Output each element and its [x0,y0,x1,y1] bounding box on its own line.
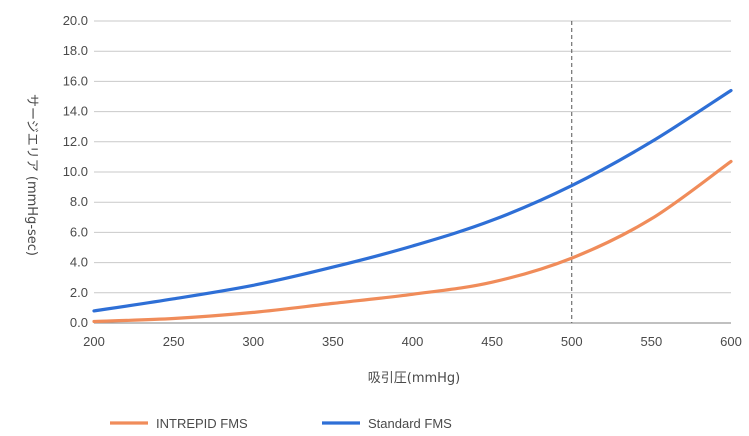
series-lines [92,88,733,324]
y-tick-label: 16.0 [63,73,88,88]
y-tick-label: 18.0 [63,43,88,58]
x-tick-label: 250 [163,334,185,349]
x-tick-label: 300 [242,334,264,349]
y-tick-label: 6.0 [70,224,88,239]
legend-label-0: INTREPID FMS [156,416,248,431]
y-tick-label: 20.0 [63,13,88,28]
y-tick-label: 10.0 [63,164,88,179]
x-axis-label: 吸引圧(mmHg) [368,371,461,386]
grid-lines [94,20,731,324]
y-tick-label: 0.0 [70,315,88,330]
x-tick-label: 600 [720,334,742,349]
x-tick-label: 550 [641,334,663,349]
y-tick-label: 2.0 [70,285,88,300]
series-line-1 [92,88,733,313]
series-line-0 [92,159,733,324]
x-tick-label: 400 [402,334,424,349]
y-axis-label: サージエリア (mmHg-sec) [24,94,39,256]
y-tick-label: 12.0 [63,134,88,149]
legend-label-1: Standard FMS [368,416,452,431]
x-tick-labels: 200 250 300 350 400 450 500 550 600 [83,334,742,349]
y-tick-labels: 0.0 2.0 4.0 6.0 8.0 10.0 12.0 14.0 16.0 18.0 20.0 [63,13,88,330]
x-tick-label: 500 [561,334,583,349]
y-tick-label: 8.0 [70,194,88,209]
legend: INTREPID FMS Standard FMS [110,416,452,431]
x-tick-label: 200 [83,334,105,349]
y-tick-label: 14.0 [63,104,88,119]
y-tick-label: 4.0 [70,255,88,270]
x-tick-label: 450 [481,334,503,349]
x-tick-label: 350 [322,334,344,349]
